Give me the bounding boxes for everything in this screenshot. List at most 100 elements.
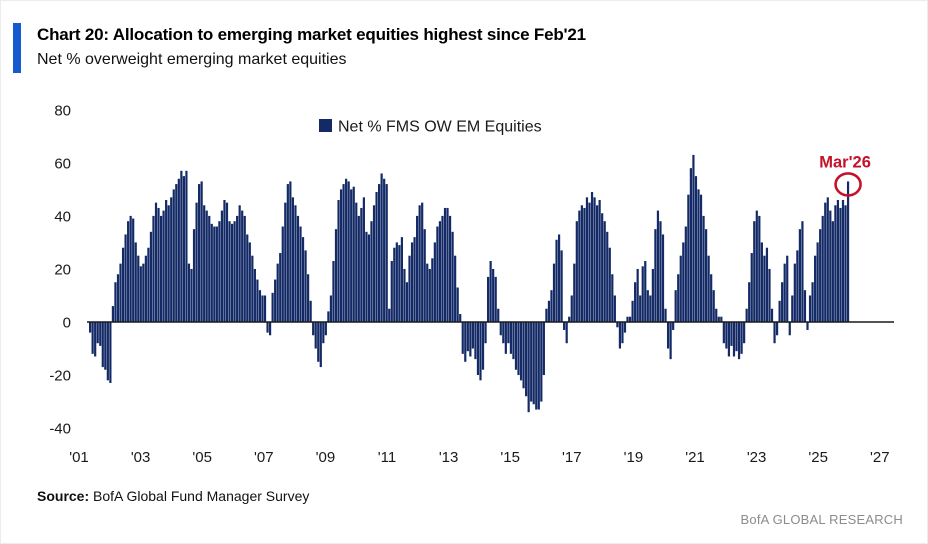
bar <box>611 274 614 322</box>
bar <box>745 308 748 322</box>
bar <box>390 260 393 322</box>
bar <box>613 295 616 322</box>
bar <box>301 237 305 322</box>
bar <box>753 221 756 322</box>
bar <box>454 255 457 322</box>
bar <box>829 210 832 322</box>
bar <box>137 255 140 322</box>
bar <box>393 247 396 322</box>
bar <box>195 202 198 322</box>
bar <box>811 282 814 322</box>
bar <box>124 234 127 322</box>
bar <box>322 322 325 344</box>
bar <box>132 218 135 322</box>
x-axis-tick-label: '13 <box>439 449 459 466</box>
bar <box>672 322 675 330</box>
bar <box>768 268 771 322</box>
bar <box>210 223 213 322</box>
bar <box>601 213 604 322</box>
bar <box>578 210 581 322</box>
bar <box>626 316 629 322</box>
source-label: Source: <box>37 488 90 504</box>
bar <box>307 274 310 322</box>
bar <box>791 295 794 322</box>
bar <box>144 255 147 322</box>
bar <box>200 181 203 322</box>
bar <box>385 184 388 322</box>
bar <box>162 210 165 322</box>
bar <box>421 202 424 322</box>
bar <box>846 181 850 322</box>
bar <box>639 295 642 322</box>
bar <box>274 279 277 322</box>
bar <box>722 322 725 344</box>
bar <box>299 226 302 322</box>
bar <box>687 194 690 322</box>
bar <box>760 242 763 322</box>
bar <box>400 237 404 322</box>
bar <box>157 207 160 322</box>
bar <box>332 260 335 322</box>
bar <box>172 189 175 322</box>
bar <box>324 322 327 336</box>
bar <box>362 197 365 322</box>
bar <box>367 234 371 322</box>
bar <box>616 322 619 328</box>
bar <box>375 192 378 322</box>
bar <box>451 231 454 322</box>
bar <box>786 255 789 322</box>
bar <box>182 176 185 322</box>
bar <box>271 292 274 322</box>
bar <box>532 322 535 405</box>
bar <box>223 199 226 322</box>
x-axis-tick-label: '19 <box>624 449 644 466</box>
bar <box>806 322 809 330</box>
bar <box>588 202 591 322</box>
bar <box>339 189 343 322</box>
bar <box>446 207 449 322</box>
bar <box>121 247 125 322</box>
bar <box>127 221 130 322</box>
bar <box>428 268 431 322</box>
bar <box>119 263 122 322</box>
bar <box>327 311 330 322</box>
bar <box>380 173 383 322</box>
bar <box>839 207 842 322</box>
bar <box>750 253 753 322</box>
bar <box>352 186 355 322</box>
bar <box>142 263 145 322</box>
x-axis-tick-label: '07 <box>254 449 274 466</box>
bar <box>644 260 647 322</box>
bar <box>101 322 104 368</box>
bar <box>170 197 173 322</box>
bar <box>494 276 497 322</box>
bar <box>598 199 601 322</box>
bar <box>215 226 218 322</box>
bar <box>233 221 236 322</box>
bar <box>395 242 398 322</box>
bar <box>154 202 158 322</box>
x-axis-tick-label: '01 <box>69 449 89 466</box>
bar <box>167 205 170 322</box>
bar <box>710 274 713 322</box>
bar <box>471 322 474 349</box>
bar <box>228 221 231 322</box>
bar <box>99 322 102 346</box>
bar <box>261 295 264 322</box>
source-note: Source: BofA Global Fund Manager Survey <box>37 488 309 504</box>
bar <box>502 322 505 344</box>
bar <box>836 199 840 322</box>
bar <box>469 322 472 357</box>
bar <box>484 322 487 344</box>
bar <box>410 242 414 322</box>
bar <box>365 231 368 322</box>
bar <box>479 322 482 381</box>
bar <box>659 221 662 322</box>
bar <box>793 263 796 322</box>
bar <box>276 263 279 322</box>
bar <box>263 295 267 322</box>
bar <box>798 229 801 322</box>
bar <box>705 229 708 322</box>
bar <box>781 282 784 322</box>
bar <box>347 181 350 322</box>
